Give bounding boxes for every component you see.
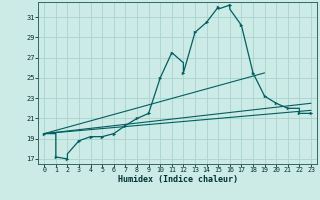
X-axis label: Humidex (Indice chaleur): Humidex (Indice chaleur)	[118, 175, 238, 184]
